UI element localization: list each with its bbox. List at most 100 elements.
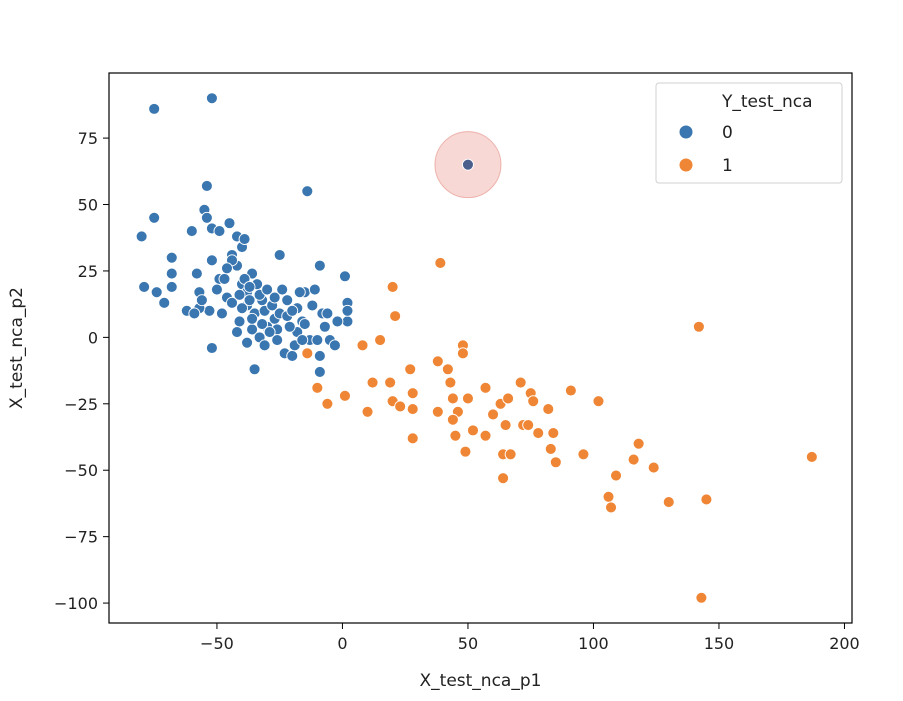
point-class-1: [544, 443, 557, 455]
point-class-0: [233, 288, 246, 301]
plot-frame: [108, 72, 853, 624]
point-class-0: [223, 217, 236, 230]
legend: Y_test_nca 0 1: [655, 82, 843, 184]
point-class-0: [271, 334, 284, 346]
point-class-0: [213, 225, 226, 238]
point-class-1: [514, 376, 527, 389]
point-class-1: [692, 320, 705, 333]
point-class-0: [233, 315, 246, 328]
point-class-1: [461, 392, 474, 405]
point-class-0: [286, 304, 299, 317]
point-class-1: [321, 397, 334, 410]
point-class-1: [532, 427, 545, 439]
point-class-1: [502, 392, 515, 405]
point-class-0: [341, 304, 354, 317]
point-class-0: [286, 350, 299, 362]
point-class-0: [205, 254, 218, 267]
point-class-0: [318, 320, 331, 333]
y-tick-label: 25: [78, 262, 98, 281]
point-class-0: [308, 283, 321, 296]
point-class-1: [627, 453, 640, 466]
point-class-0: [236, 302, 248, 315]
point-class-1: [446, 413, 459, 426]
x-tick-label: 50: [458, 634, 478, 653]
point-class-1: [522, 419, 535, 432]
point-class-1: [404, 363, 417, 376]
point-class-0: [243, 294, 256, 307]
point-class-1: [632, 437, 645, 450]
point-class-0: [138, 280, 151, 293]
legend-box: [655, 82, 843, 184]
point-class-1: [497, 472, 510, 485]
point-class-0: [248, 363, 261, 376]
point-class-1: [389, 310, 402, 323]
point-class-0: [190, 267, 203, 280]
point-class-1: [605, 501, 617, 514]
point-class-1: [431, 405, 444, 418]
legend-marker-1: [678, 157, 694, 173]
point-class-0: [301, 185, 314, 198]
point-class-1: [547, 427, 560, 439]
y-tick-label: −100: [54, 594, 98, 613]
point-class-0: [283, 320, 296, 333]
y-ticks: 75 50 25 0 −25 −50 −75 −100: [54, 129, 109, 613]
point-class-1: [602, 490, 615, 503]
point-class-0: [328, 339, 341, 352]
point-class-1: [386, 280, 399, 293]
point-class-0: [188, 307, 201, 320]
x-tick-label: 0: [337, 634, 347, 653]
point-class-0: [341, 315, 354, 328]
point-class-1: [374, 334, 387, 346]
point-class-1: [444, 376, 457, 389]
legend-marker-0: [678, 124, 694, 140]
point-class-1: [406, 403, 419, 416]
point-class-0: [195, 294, 208, 307]
point-class-0: [261, 283, 274, 296]
point-class-0: [306, 299, 319, 312]
point-class-1: [805, 450, 818, 463]
point-class-0: [218, 272, 231, 285]
point-class-0: [276, 283, 289, 296]
point-class-1: [479, 429, 492, 442]
point-class-0: [148, 102, 161, 115]
point-class-1: [456, 347, 469, 360]
point-class-1: [394, 400, 407, 413]
point-class-0: [263, 326, 276, 339]
point-class-0: [273, 249, 286, 261]
y-tick-label: 0: [88, 328, 98, 347]
point-class-1: [384, 376, 397, 389]
x-tick-label: 200: [829, 634, 860, 653]
point-class-0: [339, 270, 351, 283]
point-class-0: [200, 179, 213, 192]
point-class-0: [313, 365, 326, 378]
point-class-1: [406, 387, 419, 400]
point-class-0: [205, 342, 218, 354]
point-class-0: [313, 350, 326, 362]
point-class-0: [298, 318, 311, 331]
point-class-0: [241, 336, 254, 349]
point-class-0: [226, 296, 238, 309]
x-tick-label: −50: [200, 634, 234, 653]
point-class-1: [449, 429, 462, 442]
point-class-1: [406, 432, 419, 445]
y-axis-label: X_test_nca_p2: [7, 287, 27, 409]
point-class-0: [216, 307, 228, 320]
point-class-1: [301, 347, 314, 360]
point-class-0: [148, 211, 161, 224]
point-class-1: [564, 384, 577, 397]
point-class-1: [504, 448, 517, 461]
point-class-1: [549, 456, 562, 469]
point-class-1: [577, 448, 590, 461]
points-layer: [135, 92, 818, 604]
point-class-0: [150, 286, 163, 299]
x-ticks: −50 0 50 100 150 200: [200, 623, 860, 653]
point-class-1: [527, 395, 540, 408]
point-class-0: [321, 307, 334, 320]
point-class-0: [185, 225, 198, 238]
point-class-0: [331, 315, 344, 328]
point-class-0: [258, 339, 271, 352]
point-class-1: [499, 419, 512, 432]
point-class-1: [459, 445, 472, 458]
x-tick-label: 150: [704, 634, 735, 653]
